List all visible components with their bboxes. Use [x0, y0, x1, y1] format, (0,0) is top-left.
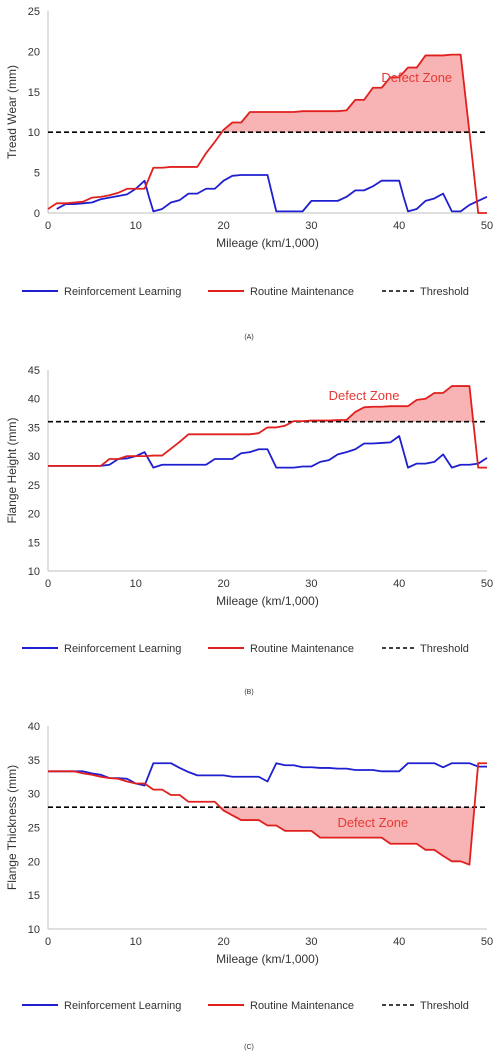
- legend-label-reinforcement-learning: Reinforcement Learning: [64, 643, 181, 655]
- y-tick-label: 20: [28, 509, 40, 521]
- y-tick-label: 25: [28, 823, 40, 835]
- x-tick-label: 30: [305, 936, 317, 948]
- legend-label-threshold: Threshold: [420, 643, 469, 655]
- y-tick-label: 30: [28, 789, 40, 801]
- y-tick-label: 40: [28, 394, 40, 406]
- x-tick-label: 10: [130, 936, 142, 948]
- chart-panel-3: 10 15 20 25 30 35 40 0 10 20 30 40 50 Mileage (km/1,0…: [5, 721, 493, 1051]
- panel-label: (C): [244, 1044, 254, 1051]
- y-tick-label: 20: [28, 856, 40, 868]
- x-tick-label: 0: [45, 578, 51, 590]
- y-tick-label: 15: [28, 87, 40, 99]
- legend: Reinforcement Learning Routine Maintenanc…: [22, 286, 469, 298]
- legend: Reinforcement Learning Routine Maintenanc…: [22, 643, 469, 655]
- y-axis-title: Tread Wear (mm): [5, 65, 19, 159]
- series-line-reinforcement-learning: [48, 435, 488, 469]
- y-tick-label: 5: [34, 168, 40, 180]
- y-axis-title: Flange Height (mm): [5, 417, 19, 523]
- defect-zone-label: Defect Zone: [381, 70, 452, 85]
- y-axis-title: Flange Thickness (mm): [5, 765, 19, 890]
- y-tick-label: 30: [28, 451, 40, 463]
- y-tick-label: 0: [34, 208, 40, 220]
- series-line-reinforcement-learning: [48, 762, 487, 787]
- y-tick-label: 10: [28, 566, 40, 578]
- x-tick-label: 40: [393, 936, 405, 948]
- y-tick-label: 10: [28, 924, 40, 936]
- defect-zone-area: [221, 54, 470, 133]
- panel-label: (B): [244, 689, 253, 696]
- x-tick-label: 40: [393, 220, 405, 232]
- legend-label-threshold: Threshold: [420, 1000, 469, 1012]
- x-tick-label: 0: [45, 220, 51, 232]
- x-tick-label: 50: [481, 578, 493, 590]
- x-tick-label: 10: [130, 220, 142, 232]
- defect-zone-label: Defect Zone: [337, 815, 408, 830]
- x-tick-label: 30: [305, 578, 317, 590]
- y-tick-label: 10: [28, 127, 40, 139]
- x-axis-title: Mileage (km/1,000): [216, 236, 319, 250]
- x-tick-label: 20: [217, 220, 229, 232]
- x-tick-label: 50: [481, 936, 493, 948]
- y-tick-label: 25: [28, 6, 40, 18]
- defect-zone-label: Defect Zone: [329, 388, 400, 403]
- y-tick-label: 45: [28, 365, 40, 377]
- y-tick-label: 15: [28, 890, 40, 902]
- chart-panel-2: 10 15 20 25 30 35 40 45 0 10 20 30 40 50 Mileage (km/1…: [5, 365, 493, 696]
- x-tick-label: 20: [217, 578, 229, 590]
- legend-label-threshold: Threshold: [420, 286, 469, 298]
- panel-label: (A): [244, 334, 253, 341]
- series-line-routine-maintenance: [48, 385, 487, 469]
- legend: Reinforcement Learning Routine Maintenanc…: [22, 1000, 469, 1012]
- x-tick-label: 40: [393, 578, 405, 590]
- series-line-reinforcement-learning: [56, 174, 488, 213]
- y-tick-label: 40: [28, 721, 40, 733]
- x-tick-label: 50: [481, 220, 493, 232]
- x-tick-label: 20: [217, 936, 229, 948]
- y-tick-label: 20: [28, 46, 40, 58]
- y-tick-label: 25: [28, 480, 40, 492]
- series-line-routine-maintenance: [48, 762, 487, 866]
- x-tick-label: 10: [130, 578, 142, 590]
- legend-label-routine-maintenance: Routine Maintenance: [250, 1000, 354, 1012]
- legend-label-routine-maintenance: Routine Maintenance: [250, 643, 354, 655]
- x-tick-label: 30: [305, 220, 317, 232]
- legend-label-reinforcement-learning: Reinforcement Learning: [64, 286, 181, 298]
- legend-label-reinforcement-learning: Reinforcement Learning: [64, 1000, 181, 1012]
- y-tick-label: 35: [28, 422, 40, 434]
- legend-label-routine-maintenance: Routine Maintenance: [250, 286, 354, 298]
- x-axis-title: Mileage (km/1,000): [216, 952, 319, 966]
- x-axis-title: Mileage (km/1,000): [216, 594, 319, 608]
- x-tick-label: 0: [45, 936, 51, 948]
- y-tick-label: 15: [28, 537, 40, 549]
- series-line-routine-maintenance: [47, 53, 487, 214]
- chart-panel-1: 0 5 10 15 20 25 0 10 20 30 40 50 Mileage (km/1,000) T…: [5, 6, 493, 341]
- y-tick-label: 35: [28, 755, 40, 767]
